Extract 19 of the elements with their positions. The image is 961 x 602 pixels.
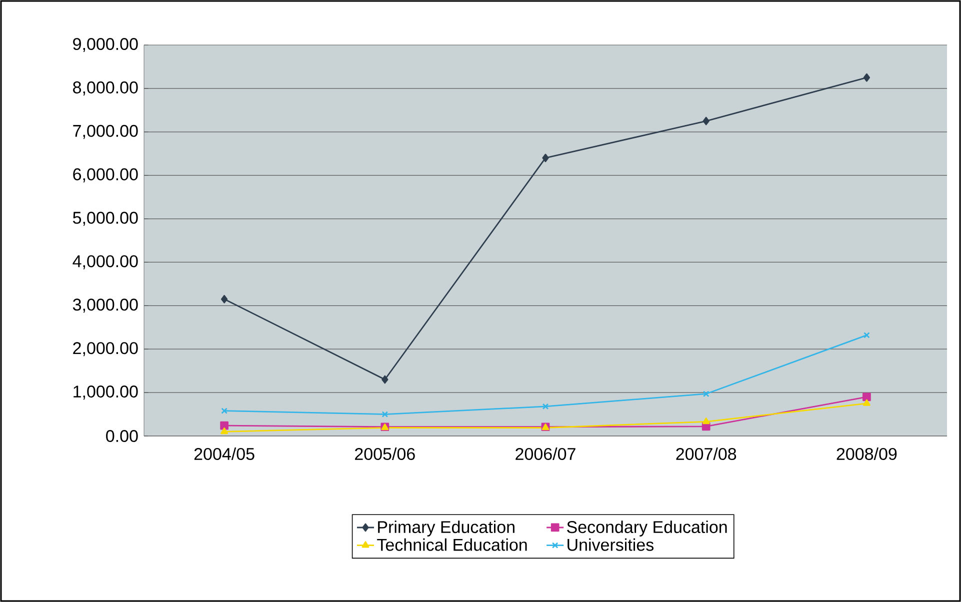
y-tick-label: 9,000.00: [73, 38, 138, 52]
y-tick-label: 1,000.00: [74, 386, 138, 400]
y-tick-label: 2,000.00: [73, 342, 138, 356]
legend-label: Primary Education: [378, 520, 514, 536]
y-tick-label: 3,000.00: [72, 298, 138, 313]
x-tick-label: 2008/09: [836, 448, 897, 460]
y-tick-label: 8,000.00: [73, 81, 138, 96]
x-tick-label: 2006/07: [516, 448, 576, 460]
y-tick-label: 5,000.00: [72, 212, 138, 226]
x-tick-label: 2004/05: [194, 448, 254, 460]
y-tick-label: 0.00: [106, 430, 138, 442]
y-tick-label: 4,000.00: [72, 255, 138, 270]
x-tick-label: 2007/08: [676, 448, 736, 460]
legend-label: Secondary Education: [567, 520, 727, 536]
y-tick-label: 6,000.00: [73, 168, 138, 182]
legend-label: Universities: [568, 538, 654, 551]
x-tick-label: 2005/06: [355, 448, 415, 460]
legend-label: Technical Education: [377, 538, 527, 551]
y-tick-label: 7,000.00: [73, 124, 138, 139]
